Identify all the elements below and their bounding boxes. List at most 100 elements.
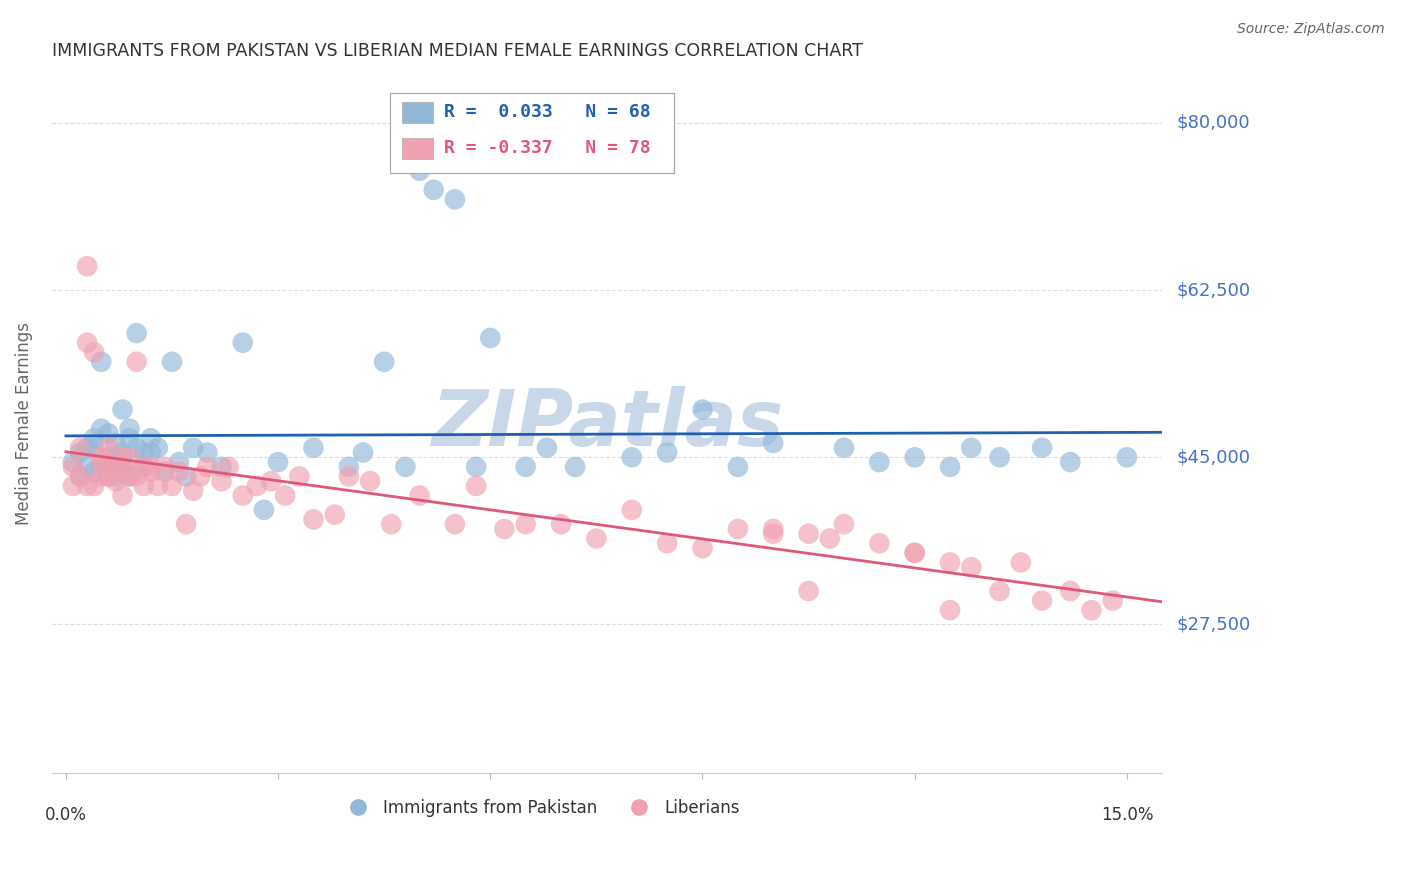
Point: [692, 402, 714, 417]
Text: $27,500: $27,500: [1177, 615, 1250, 633]
Point: [174, 469, 197, 483]
Point: [620, 503, 643, 517]
Point: [76, 459, 98, 474]
Point: [444, 193, 467, 207]
Point: [465, 459, 488, 474]
Point: [76, 335, 98, 350]
Point: [585, 532, 607, 546]
Point: [69, 445, 91, 459]
Point: [515, 517, 537, 532]
Point: [960, 560, 983, 574]
Point: [380, 517, 402, 532]
Point: [515, 459, 537, 474]
Point: [104, 459, 127, 474]
Point: [302, 512, 325, 526]
Text: R = -0.337   N = 78: R = -0.337 N = 78: [444, 139, 651, 157]
Point: [494, 522, 516, 536]
Point: [69, 469, 91, 483]
Point: [988, 450, 1011, 465]
Point: [337, 459, 360, 474]
Point: [104, 474, 127, 488]
Point: [195, 445, 218, 459]
Point: [132, 445, 155, 459]
Legend: Immigrants from Pakistan, Liberians: Immigrants from Pakistan, Liberians: [335, 792, 747, 823]
Point: [76, 441, 98, 455]
Point: [904, 546, 927, 560]
Point: [97, 450, 120, 465]
Y-axis label: Median Female Earnings: Median Female Earnings: [15, 322, 32, 525]
Point: [118, 469, 141, 483]
FancyBboxPatch shape: [402, 102, 433, 122]
Point: [762, 526, 785, 541]
Point: [160, 355, 183, 369]
Point: [167, 465, 190, 479]
Point: [76, 479, 98, 493]
Point: [83, 465, 105, 479]
Point: [90, 355, 112, 369]
Point: [62, 455, 84, 469]
Point: [153, 459, 176, 474]
Point: [97, 441, 120, 455]
Point: [620, 450, 643, 465]
Point: [1010, 555, 1032, 569]
Point: [167, 455, 190, 469]
Point: [479, 331, 502, 345]
Point: [373, 355, 395, 369]
Point: [988, 584, 1011, 599]
Point: [1059, 584, 1081, 599]
Point: [246, 479, 269, 493]
Point: [727, 522, 749, 536]
Point: [139, 431, 162, 445]
Point: [444, 517, 467, 532]
Point: [62, 479, 84, 493]
Point: [118, 450, 141, 465]
Point: [939, 603, 962, 617]
Point: [359, 474, 381, 488]
Point: [211, 459, 233, 474]
Point: [69, 441, 91, 455]
Point: [232, 489, 254, 503]
Point: [1031, 441, 1053, 455]
Point: [818, 532, 841, 546]
Point: [83, 345, 105, 359]
Point: [181, 483, 204, 498]
Point: [260, 474, 283, 488]
Point: [727, 459, 749, 474]
Point: [139, 459, 162, 474]
Point: [288, 469, 311, 483]
Point: [104, 459, 127, 474]
Point: [111, 450, 134, 465]
Text: 0.0%: 0.0%: [45, 806, 87, 824]
Point: [125, 469, 148, 483]
Point: [762, 436, 785, 450]
Point: [118, 431, 141, 445]
Point: [302, 441, 325, 455]
Point: [139, 445, 162, 459]
Point: [323, 508, 346, 522]
Point: [564, 459, 586, 474]
Point: [1031, 593, 1053, 607]
Point: [939, 459, 962, 474]
Point: [692, 541, 714, 555]
Text: ZIPatlas: ZIPatlas: [430, 386, 783, 462]
Point: [90, 422, 112, 436]
Text: $62,500: $62,500: [1177, 281, 1250, 299]
Point: [97, 469, 120, 483]
Point: [90, 459, 112, 474]
Point: [352, 445, 374, 459]
Point: [188, 469, 211, 483]
Point: [111, 402, 134, 417]
Point: [408, 163, 430, 178]
Point: [118, 469, 141, 483]
FancyBboxPatch shape: [391, 93, 673, 173]
Point: [132, 479, 155, 493]
Text: $80,000: $80,000: [1177, 114, 1250, 132]
Point: [90, 469, 112, 483]
Text: $45,000: $45,000: [1177, 449, 1250, 467]
Point: [62, 459, 84, 474]
Point: [1101, 593, 1123, 607]
Point: [97, 469, 120, 483]
Point: [83, 441, 105, 455]
Point: [90, 455, 112, 469]
Point: [550, 517, 572, 532]
